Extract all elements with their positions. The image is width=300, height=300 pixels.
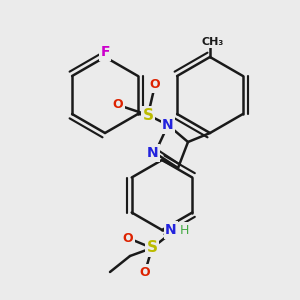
Text: O: O [150, 79, 160, 92]
Text: H: H [179, 224, 189, 236]
Text: N: N [162, 118, 174, 132]
Text: O: O [113, 98, 123, 112]
Text: F: F [100, 45, 110, 59]
Text: O: O [123, 232, 133, 244]
Text: CH₃: CH₃ [202, 37, 224, 47]
Text: N: N [165, 223, 177, 237]
Text: S: S [146, 241, 158, 256]
Text: S: S [142, 107, 154, 122]
Text: O: O [140, 266, 150, 278]
Text: N: N [147, 146, 159, 160]
